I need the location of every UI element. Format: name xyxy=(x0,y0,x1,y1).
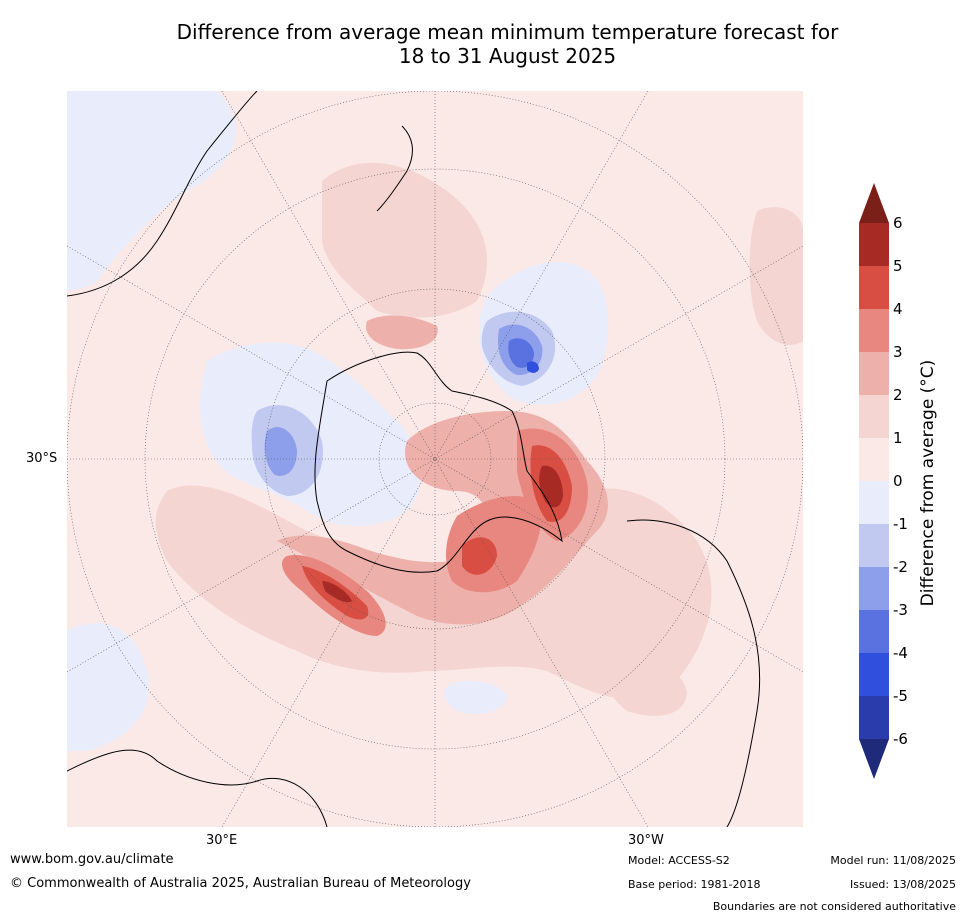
anomaly-region-cool-north-west xyxy=(67,91,236,291)
anomaly-region-cool-south-west xyxy=(67,623,149,751)
latitude-label-30s: 30°S xyxy=(26,451,58,466)
colorbar-band xyxy=(859,567,889,610)
colorbar-band xyxy=(859,266,889,309)
colorbar-band xyxy=(859,395,889,438)
footer-base-period: Base period: 1981-2018 xyxy=(628,878,761,891)
colorbar-title: Difference from average (°C) xyxy=(918,359,938,607)
longitude-label-30w: 30°W xyxy=(628,833,664,848)
africa-coastline xyxy=(67,749,328,827)
south-america-coastline xyxy=(626,519,761,827)
colorbar-upper-extension xyxy=(859,183,889,223)
anomaly-region-warm-sector-peak xyxy=(322,581,352,603)
colorbar-tick-label: -1 xyxy=(893,515,908,533)
colorbar-tick-label: 0 xyxy=(893,472,903,490)
colorbar xyxy=(859,183,889,779)
chart-title-line-1: Difference from average mean minimum tem… xyxy=(176,20,839,44)
chart-title-line-2: 18 to 31 August 2025 xyxy=(398,44,617,68)
footer-model: Model: ACCESS-S2 xyxy=(628,854,730,867)
longitude-label-30e: 30°E xyxy=(206,833,238,848)
graticule xyxy=(67,91,803,827)
colorbar-band xyxy=(859,610,889,653)
colorbar-tick-label: 4 xyxy=(893,300,903,318)
colorbar-tick-label: -5 xyxy=(893,687,908,705)
footer-copyright: © Commonwealth of Australia 2025, Austra… xyxy=(10,876,471,891)
anomaly-region-warm-southeast xyxy=(603,648,687,716)
colorbar-band xyxy=(859,352,889,395)
footer-disclaimer: Boundaries are not considered authoritat… xyxy=(712,900,956,913)
anomaly-region-warm-ross xyxy=(366,315,438,350)
anomaly-region-warm-east xyxy=(749,207,803,345)
colorbar-tick-label: 2 xyxy=(893,386,903,404)
antarctica-coastline xyxy=(314,351,563,573)
polar-anomaly-map xyxy=(67,91,803,827)
new-zealand-coastline xyxy=(376,125,413,212)
colorbar-tick-label: 5 xyxy=(893,257,903,275)
colorbar-tick-label: 1 xyxy=(893,429,903,447)
colorbar-tick-label: -4 xyxy=(893,644,908,662)
anomaly-region-warm-pacific-north xyxy=(322,162,487,318)
anomaly-region-cool-pacific-4 xyxy=(508,338,534,368)
anomaly-region-cool-pacific-5 xyxy=(527,361,539,373)
colorbar-band xyxy=(859,309,889,352)
colorbar-tick-label: 3 xyxy=(893,343,903,361)
colorbar-band xyxy=(859,653,889,696)
colorbar-band xyxy=(859,696,889,739)
colorbar-band xyxy=(859,438,889,481)
anomaly-region-warm-atlantic-core xyxy=(462,537,497,575)
footer-issued: Issued: 13/08/2025 xyxy=(849,878,956,891)
colorbar-band xyxy=(859,524,889,567)
footer-website: www.bom.gov.au/climate xyxy=(10,852,174,867)
anomaly-region-cool-indian-core xyxy=(264,427,297,476)
colorbar-tick-label: 6 xyxy=(893,214,903,232)
australia-coastline xyxy=(67,91,258,297)
colorbar-band xyxy=(859,481,889,524)
colorbar-tick-label: -2 xyxy=(893,558,908,576)
colorbar-band xyxy=(859,223,889,266)
chart-title: Difference from average mean minimum tem… xyxy=(60,20,955,68)
anomaly-region-cool-south xyxy=(444,680,507,715)
colorbar-lower-extension xyxy=(859,739,889,779)
colorbar-tick-label: -3 xyxy=(893,601,908,619)
colorbar-tick-label: -6 xyxy=(893,730,908,748)
footer-model-run: Model run: 11/08/2025 xyxy=(830,854,956,867)
